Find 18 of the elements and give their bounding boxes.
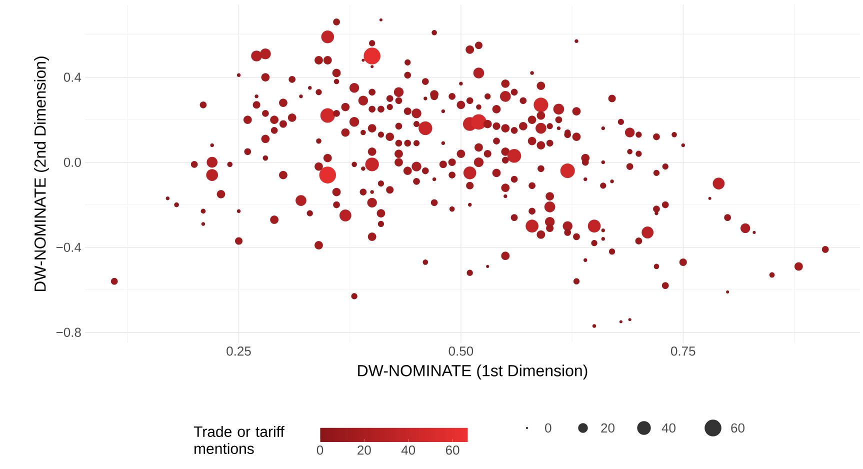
legend-label: 0 xyxy=(545,423,552,433)
x-tick-label: 0.50 xyxy=(448,346,474,356)
legend-label: 40 xyxy=(662,423,676,433)
y-tick-label: −0.8 xyxy=(56,328,81,337)
x-tick-label: 0.75 xyxy=(670,346,696,356)
y-tick-label: −0.4 xyxy=(56,242,82,252)
color-bar-label: 0 xyxy=(316,446,324,455)
y-axis-title: DW-NOMINATE (2nd Dimension) xyxy=(34,56,49,292)
color-bar-label: 60 xyxy=(446,446,460,455)
color-bar-title: Trade or tariff mentions xyxy=(194,426,284,454)
legend-label: 20 xyxy=(601,423,614,433)
y-tick-label: 0.4 xyxy=(64,72,82,82)
color-bar-label: 20 xyxy=(358,446,371,455)
x-tick-label: 0.25 xyxy=(226,346,251,356)
y-tick-label: 0.0 xyxy=(64,158,81,167)
color-bar-label: 40 xyxy=(401,446,416,455)
x-axis-title: DW-NOMINATE (1st Dimension) xyxy=(358,364,588,380)
legend-label: 60 xyxy=(731,423,744,433)
